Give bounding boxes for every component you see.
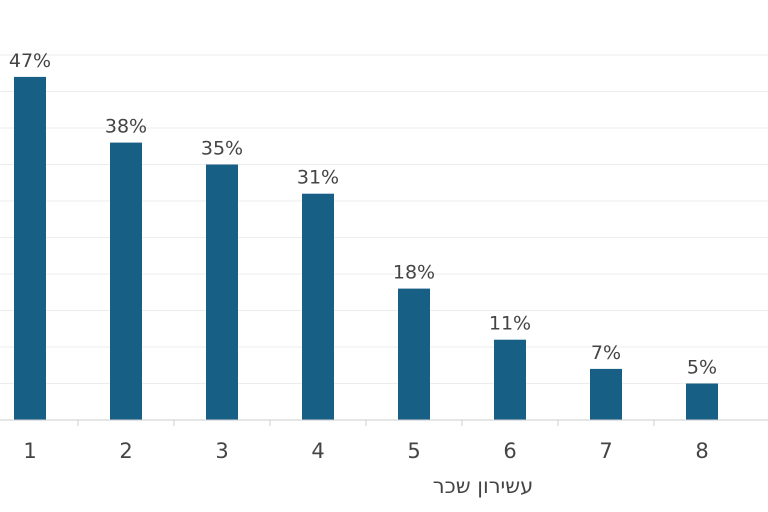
x-tick-label: 1 [23,439,36,463]
x-tick-label: 5 [407,439,420,463]
bar [590,368,622,420]
data-label: 5% [687,357,717,379]
data-label: 47% [9,50,51,72]
data-label: 7% [591,342,621,364]
x-tick-label: 6 [503,439,516,463]
data-labels: 47% 38% 35% 31% 18% 11% 7% 5% [9,50,717,379]
x-axis-ticks: 1 2 3 4 5 6 7 8 [23,420,709,463]
data-label: 11% [489,313,531,335]
x-tick-label: 7 [599,439,612,463]
x-axis-title: עשירון שכר [433,474,534,498]
bar [494,339,526,420]
bar [14,76,46,421]
bar [206,164,238,420]
data-label: 35% [201,138,243,160]
bars [14,76,718,421]
x-tick-label: 3 [215,439,228,463]
bar [110,142,142,420]
data-label: 18% [393,262,435,284]
x-tick-label: 4 [311,439,324,463]
x-tick-label: 2 [119,439,132,463]
bar [398,288,430,420]
bar [302,193,334,420]
bar [686,383,718,420]
data-label: 31% [297,167,339,189]
x-tick-label: 8 [695,439,708,463]
data-label: 38% [105,116,147,138]
